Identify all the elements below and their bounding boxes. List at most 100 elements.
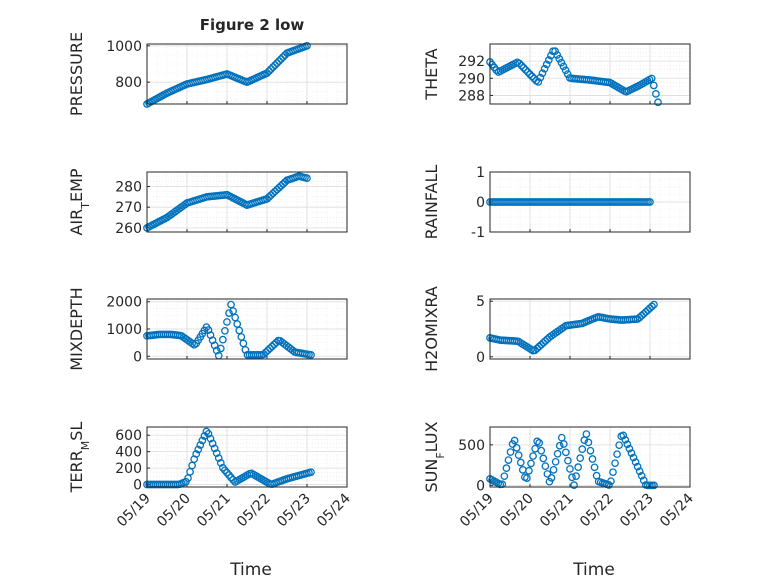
data-point xyxy=(559,62,568,71)
data-point xyxy=(570,481,578,490)
figure-title: Figure 2 low xyxy=(200,16,305,34)
data-point xyxy=(273,59,281,67)
data-point xyxy=(629,453,638,462)
subplot-rainfall: -1 0 1 RAINFALL xyxy=(422,165,691,241)
data-point xyxy=(650,481,658,490)
data-point xyxy=(613,450,621,459)
data-point xyxy=(568,473,576,482)
x-tick-label: 05/21 xyxy=(194,491,234,531)
data-point xyxy=(515,59,524,68)
data-point xyxy=(646,198,654,206)
y-axis-label: RAINFALL xyxy=(422,165,441,240)
x-axis-label: Time xyxy=(229,560,272,580)
y-tick-label: 1000 xyxy=(106,322,142,338)
data-point xyxy=(561,448,570,457)
data-point xyxy=(540,64,549,73)
y-axis-label: TERRMSL xyxy=(67,422,92,494)
subplot-mixdepth: 0 1000 2000 MIXDEPTH xyxy=(67,287,348,371)
data-point xyxy=(582,430,591,438)
data-point xyxy=(652,90,660,98)
x-tick-label: 05/21 xyxy=(537,491,577,531)
data-point xyxy=(538,69,547,78)
data-point xyxy=(303,174,311,183)
data-point xyxy=(502,464,511,472)
data-point xyxy=(212,449,221,458)
data-point xyxy=(271,61,279,69)
x-tick-label: 05/19 xyxy=(457,491,497,531)
y-tick-label: 800 xyxy=(115,75,142,91)
data-point xyxy=(266,344,274,353)
data-point xyxy=(227,300,235,309)
subplot-pressure: 800 1000 PRESSURE xyxy=(67,32,348,116)
data-point xyxy=(553,449,562,458)
x-tick-label: 05/24 xyxy=(657,490,697,530)
x-tick-label: 05/20 xyxy=(154,491,194,531)
y-tick-label: 0 xyxy=(133,478,142,494)
data-point xyxy=(590,463,599,472)
data-point xyxy=(500,472,509,481)
data-point xyxy=(208,439,217,448)
data-point xyxy=(196,441,205,449)
y-axis-label: H2OMIXRA xyxy=(422,286,441,372)
data-point xyxy=(564,456,572,465)
y-tick-label: 600 xyxy=(115,428,142,444)
y-axis-label: PRESSURE xyxy=(67,32,86,116)
data-point xyxy=(536,73,545,82)
data-point xyxy=(512,443,521,452)
data-point xyxy=(514,451,523,460)
data-point xyxy=(534,78,543,86)
y-tick-label: 1000 xyxy=(106,39,142,55)
data-point xyxy=(551,457,560,466)
data-point xyxy=(605,481,613,489)
y-tick-label: 2000 xyxy=(106,295,142,311)
data-point xyxy=(239,339,248,348)
data-point xyxy=(233,320,242,328)
data-point xyxy=(572,472,580,481)
y-tick-label: 5 xyxy=(476,294,485,310)
y-axis-label: AIRTEMP xyxy=(67,168,92,235)
data-point xyxy=(206,434,215,443)
x-tick-label: 05/20 xyxy=(497,491,537,531)
data-point xyxy=(279,53,287,61)
data-point xyxy=(267,65,275,73)
data-point xyxy=(539,454,548,463)
data-point xyxy=(277,55,285,63)
data-point xyxy=(584,438,593,447)
y-tick-label: 0 xyxy=(133,349,142,365)
data-point xyxy=(303,41,311,50)
y-tick-label: 500 xyxy=(458,438,485,454)
data-point xyxy=(553,51,562,59)
data-point xyxy=(566,465,574,473)
data-point xyxy=(214,454,223,462)
axes-box xyxy=(146,298,348,360)
data-point xyxy=(270,340,278,349)
data-point xyxy=(649,81,658,90)
data-point xyxy=(543,470,552,478)
y-tick-label: 0 xyxy=(476,478,485,494)
x-tick-label: 05/23 xyxy=(617,491,657,531)
data-point xyxy=(506,448,515,456)
y-tick-label: 290 xyxy=(458,71,485,87)
data-point xyxy=(551,47,559,55)
data-point xyxy=(192,450,201,458)
data-point xyxy=(204,429,213,438)
data-point xyxy=(639,476,648,485)
data-point xyxy=(202,427,211,436)
data-point xyxy=(264,346,272,355)
data-point xyxy=(542,60,551,69)
data-point xyxy=(221,326,229,335)
data-point xyxy=(637,471,646,480)
y-tick-label: 288 xyxy=(458,88,485,104)
subplot-sun: 0 500 SUNFLUX 05/19 05/20 05/21 05/22 05/23 05/2… xyxy=(422,421,697,580)
data-point xyxy=(181,200,189,209)
subplot-air: 260 270 280 AIRTEMP xyxy=(67,168,348,237)
y-axis-label: THETA xyxy=(422,48,441,100)
x-tick-label: 05/24 xyxy=(314,490,354,530)
axes-box xyxy=(146,43,348,105)
data-point xyxy=(529,452,537,460)
data-point xyxy=(533,437,542,446)
data-point xyxy=(545,477,554,486)
